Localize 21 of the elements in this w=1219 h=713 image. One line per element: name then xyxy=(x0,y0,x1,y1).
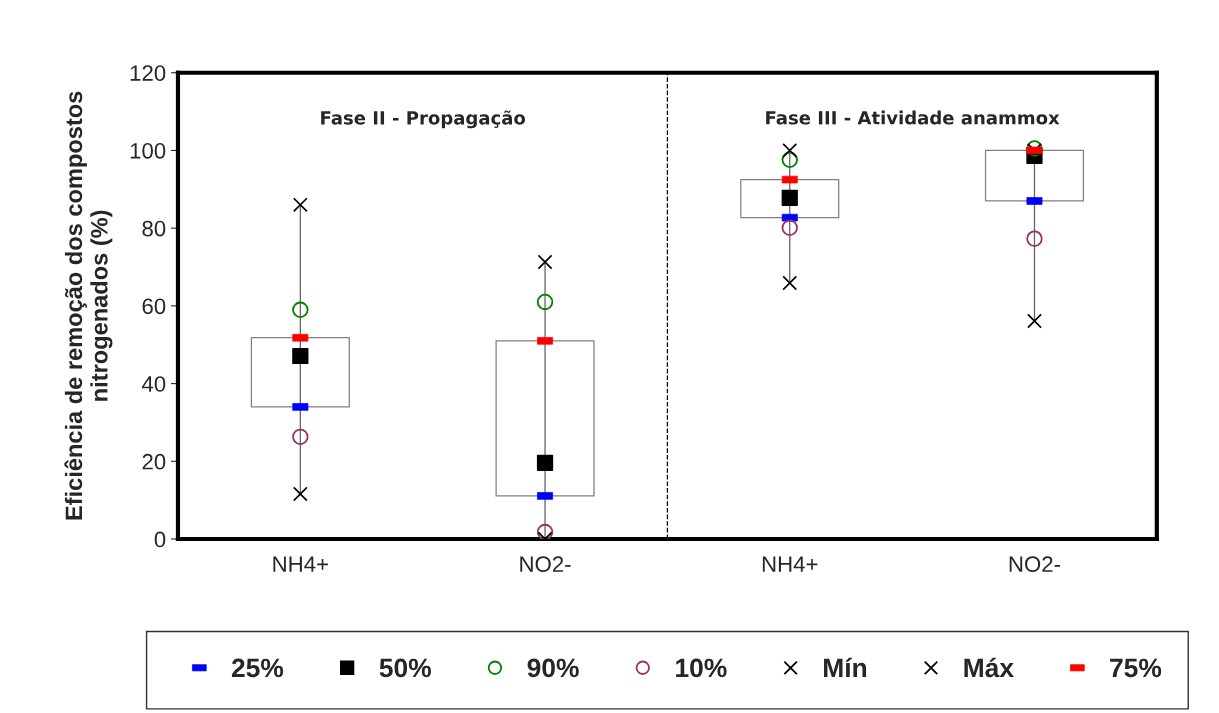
x-tick-label: NO2- xyxy=(1009,556,1061,573)
legend-label: Máx xyxy=(964,657,1014,678)
x-tick-label: NH4+ xyxy=(273,556,328,572)
legend-label: 50% xyxy=(379,658,431,678)
legend-label: 75% xyxy=(1110,658,1162,678)
y-tick-label: 20 xyxy=(142,453,166,470)
y-tick-label: 120 xyxy=(130,65,166,81)
y-tick-label: 100 xyxy=(130,142,166,159)
x-tick-label: NH4+ xyxy=(762,556,818,572)
annotation: Fase III - Atividade anammox xyxy=(766,110,1060,125)
y-tick-label: 40 xyxy=(141,376,166,392)
y-tick-label: 0 xyxy=(154,531,166,548)
y-tick-label: 60 xyxy=(142,298,166,315)
legend-label: Mín xyxy=(824,657,867,678)
legend-label: 90% xyxy=(527,658,579,678)
y-tick-label: 80 xyxy=(142,220,166,237)
y-axis-title: Eficiência de remoção dos compostos nitrogenados (%) xyxy=(64,91,113,520)
annotation: Fase II - Propagação xyxy=(321,110,526,129)
legend-label: 25% xyxy=(231,658,284,678)
x-tick-label: NO2- xyxy=(520,556,571,573)
legend-label: 10% xyxy=(676,658,727,678)
